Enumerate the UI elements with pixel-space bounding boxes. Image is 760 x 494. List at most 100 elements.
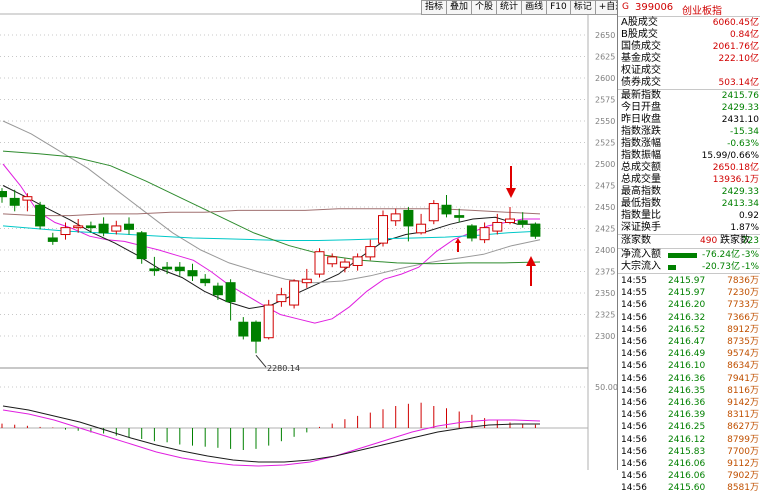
candle-body bbox=[517, 220, 528, 225]
quote-label: 指数振幅 bbox=[621, 150, 661, 161]
flow-percent: -1% bbox=[741, 262, 759, 272]
tick-time: 14:56 bbox=[621, 398, 647, 408]
tick-volume: 8581万 bbox=[727, 483, 759, 494]
quote-row: 指数涨跌 -15.34 bbox=[618, 126, 760, 138]
candle-body bbox=[149, 268, 160, 272]
tick-volume: 7700万 bbox=[727, 446, 759, 457]
tick-row: 14:56 2416.25 8627万 bbox=[618, 421, 760, 433]
quote-value: 2429.33 bbox=[721, 187, 759, 197]
quote-row: 国债成交 2061.76亿 bbox=[618, 41, 760, 53]
quote-row: 今日开盘 2429.33 bbox=[618, 102, 760, 114]
candle-body bbox=[289, 280, 300, 306]
panel-divider bbox=[618, 234, 760, 235]
candle-body bbox=[378, 215, 388, 244]
candle-body bbox=[174, 266, 185, 272]
rise-label: 涨家数 bbox=[621, 235, 651, 246]
tick-volume: 7836万 bbox=[727, 276, 759, 286]
toolbar-button-6[interactable]: 标记 bbox=[569, 0, 595, 15]
toolbar-button-3[interactable]: 统计 bbox=[496, 0, 522, 15]
candle-body bbox=[352, 256, 363, 266]
tick-price: 2415.83 bbox=[668, 446, 706, 457]
tick-time: 14:56 bbox=[621, 483, 647, 494]
tick-price: 2416.10 bbox=[668, 361, 706, 372]
price-tick-label: 2375 bbox=[595, 268, 615, 277]
quote-value: 2650.18亿 bbox=[712, 163, 759, 173]
quote-row: 深证换手 1.87% bbox=[618, 222, 760, 234]
toolbar-button-5[interactable]: F10 bbox=[546, 0, 570, 15]
panel-divider bbox=[618, 89, 760, 90]
tick-row: 14:56 2416.35 8116万 bbox=[618, 385, 760, 397]
tick-price: 2416.36 bbox=[668, 373, 706, 384]
tick-time: 14:56 bbox=[621, 459, 647, 469]
tick-row: 14:56 2416.10 8634万 bbox=[618, 360, 760, 372]
tick-price: 2416.06 bbox=[668, 471, 706, 482]
min-pointer bbox=[255, 354, 267, 368]
toolbar-button-2[interactable]: 个股 bbox=[471, 0, 497, 15]
quote-row: 最高指数 2429.33 bbox=[618, 186, 760, 198]
tick-time: 14:55 bbox=[621, 276, 647, 286]
macd-dif-line bbox=[2, 409, 541, 467]
quote-label: 最低指数 bbox=[621, 198, 661, 209]
quote-row: 债券成交 503.14亿 bbox=[618, 77, 760, 89]
toolbar-button-0[interactable]: 指标 bbox=[421, 0, 447, 15]
candle-body bbox=[327, 256, 338, 265]
tick-volume: 8799万 bbox=[727, 434, 759, 445]
quote-row: 指数振幅 15.99/0.66% bbox=[618, 150, 760, 162]
quote-value: 503.14亿 bbox=[718, 78, 760, 88]
quote-value: 0.84亿 bbox=[729, 30, 759, 40]
flow-amount: -76.24亿 bbox=[702, 250, 741, 260]
tick-row: 14:56 2415.83 7700万 bbox=[618, 446, 760, 458]
tick-price: 2416.20 bbox=[668, 300, 706, 311]
toolbar-button-1[interactable]: 叠加 bbox=[446, 0, 472, 15]
price-tick-label: 2425 bbox=[595, 225, 615, 234]
candle-body bbox=[454, 215, 465, 218]
candle-body bbox=[365, 246, 376, 258]
candle-body bbox=[212, 285, 223, 296]
quote-label: 今日开盘 bbox=[621, 102, 661, 113]
quote-row: 权证成交 bbox=[618, 65, 760, 77]
tick-volume: 7902万 bbox=[727, 471, 759, 482]
tick-price: 2416.12 bbox=[668, 434, 706, 445]
price-tick-label: 2525 bbox=[595, 139, 615, 148]
tick-row: 14:56 2416.20 7733万 bbox=[618, 299, 760, 311]
candle-body bbox=[98, 223, 109, 234]
tick-row: 14:56 2415.60 8581万 bbox=[618, 482, 760, 494]
candle-body bbox=[339, 261, 350, 268]
tick-row: 14:55 2415.97 7230万 bbox=[618, 287, 760, 299]
quote-value: 2429.33 bbox=[721, 103, 759, 113]
tick-row: 14:55 2415.97 7836万 bbox=[618, 275, 760, 287]
quote-label: 权证成交 bbox=[621, 65, 661, 76]
candle-body bbox=[403, 209, 414, 227]
tick-time: 14:56 bbox=[621, 361, 647, 372]
quote-row: 指数量比 0.92 bbox=[618, 210, 760, 222]
quote-label: 国债成交 bbox=[621, 41, 661, 52]
quote-value: -15.34 bbox=[729, 127, 759, 137]
candle-body bbox=[35, 204, 46, 227]
quote-label: 总成交额 bbox=[621, 162, 661, 173]
tick-volume: 8735万 bbox=[727, 337, 759, 347]
ma-line-gray bbox=[2, 120, 541, 284]
candle-body bbox=[238, 321, 249, 337]
candle-body bbox=[441, 204, 452, 215]
kline-chart-area[interactable]: 2650 2625 2600 2575 2550 2525 2500 2475 2450 2425… bbox=[0, 0, 617, 470]
kline-chart[interactable]: 2650 2625 2600 2575 2550 2525 2500 2475 2450 2425… bbox=[0, 0, 617, 470]
candle-body bbox=[85, 225, 96, 229]
price-tick-label: 2625 bbox=[595, 53, 615, 62]
quote-row: 昨日收盘 2431.10 bbox=[618, 114, 760, 126]
price-tick-label: 2350 bbox=[595, 289, 615, 298]
quote-label: 指数量比 bbox=[621, 210, 661, 221]
tick-time: 14:56 bbox=[621, 337, 647, 347]
quote-value: 15.99/0.66% bbox=[701, 151, 759, 161]
tick-price: 2415.97 bbox=[668, 276, 706, 286]
candle-body bbox=[479, 227, 490, 241]
tick-price: 2416.32 bbox=[668, 312, 706, 323]
price-tick-label: 2450 bbox=[595, 203, 615, 212]
quote-value: 1.87% bbox=[730, 223, 759, 233]
ma-line-cyan bbox=[2, 225, 541, 241]
toolbar-button-4[interactable]: 画线 bbox=[521, 0, 547, 15]
tick-row: 14:56 2416.47 8735万 bbox=[618, 336, 760, 348]
tick-price: 2416.49 bbox=[668, 349, 706, 360]
tick-volume: 7941万 bbox=[727, 373, 759, 384]
candle-body bbox=[22, 196, 33, 201]
flow-percent: -3% bbox=[741, 250, 759, 260]
